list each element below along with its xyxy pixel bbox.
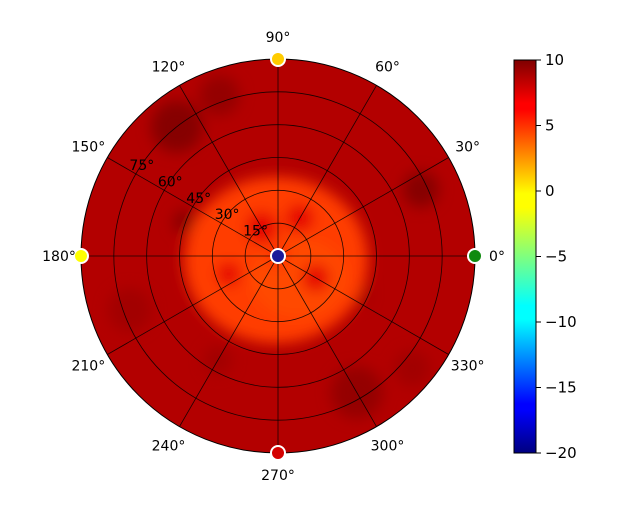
angle-tick-label: 90° [266,30,291,46]
colorbar-tick-label: −15 [545,379,577,397]
angle-tick-label: 60° [375,59,400,75]
sensor-marker [270,51,286,67]
angle-tick-label: 330° [451,359,485,375]
angle-tick-label: 150° [71,140,105,156]
radial-tick-label: 45° [186,191,211,207]
hot-spot [199,75,240,116]
radial-tick-label: 60° [158,174,183,190]
colorbar-tick-label: −10 [545,313,577,331]
angle-tick-label: 270° [261,468,295,484]
hot-spot [107,287,152,332]
grid-spoke [277,255,449,355]
angle-tick-label: 210° [71,359,105,375]
angle-tick-label: 180° [42,249,76,265]
hot-spot [402,171,439,208]
sensor-marker [73,248,89,264]
radial-tick-labels: 15°30°45°60°75° [129,158,268,240]
radial-tick-label: 75° [129,158,154,174]
colorbar-tick-label: 5 [545,117,555,135]
grid-spoke [107,255,279,355]
colorbar-tick-label: 10 [545,51,564,69]
angle-tick-label: 240° [152,439,186,455]
radial-tick-label: 30° [215,207,240,223]
inner-plateau-lobe [249,238,347,318]
colorbar-tick-label: −20 [545,444,577,462]
angle-tick-label: 30° [455,140,480,156]
angle-tick-labels: 0° 30° 60° 90° 120° 150° 180° 210° 240° 270° 300° 3… [42,30,505,484]
angle-tick-label: 300° [371,439,405,455]
sensor-marker [467,248,483,264]
grid-spoke [277,255,377,427]
grid-spoke [179,255,279,427]
colorbar-ticks: 10 5 0 −5 −10 −15 −20 [536,51,577,462]
sensor-marker [270,445,286,461]
grid-spoke [277,85,377,257]
angle-tick-label: 120° [152,59,186,75]
marker-layer [73,51,483,461]
hot-spot [394,350,431,387]
colorbar-gradient [513,59,537,454]
grid-spoke [179,85,279,257]
inner-swirl [216,261,241,286]
radial-tick-label: 15° [243,224,268,240]
colorbar-tick-label: 0 [545,182,555,200]
grid-spoke [107,157,279,257]
sensor-marker [270,248,286,264]
colorbar-tick-label: −5 [545,248,567,266]
grid-spoke [277,157,449,257]
angle-tick-label: 0° [489,249,505,265]
colorbar: 10 5 0 −5 −10 −15 −20 [513,51,577,462]
